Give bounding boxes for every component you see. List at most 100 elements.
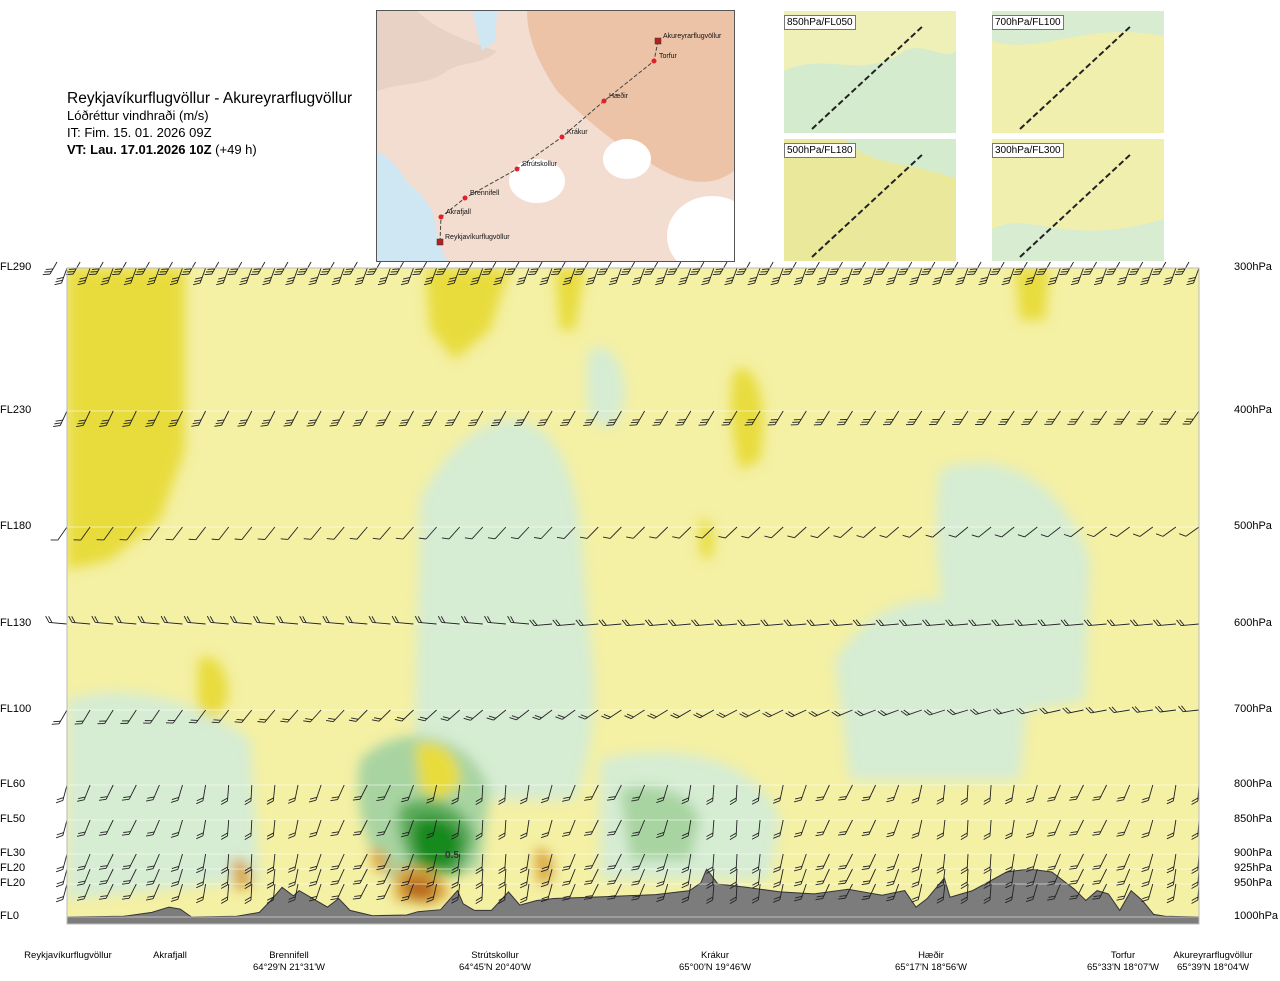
wind-barb [1182,410,1200,425]
wind-barb [655,267,669,286]
waypoint-label: Reykjavíkurflugvöllur [445,234,510,241]
wind-barb [1186,267,1200,286]
wind-barb [417,709,437,722]
wind-barb [681,883,692,904]
wind-barb [55,853,68,873]
wind-barb [978,267,992,286]
inset-300-map [992,139,1164,261]
wind-barb [237,410,253,427]
wind-barb [1117,267,1131,286]
wind-barb [475,883,484,905]
wind-barb [1014,619,1038,627]
wind-barb [839,267,853,286]
pressure-label: 950hPa [1234,877,1272,889]
route-title: Reykjavíkurflugvöllur - Akureyrarflugvöl… [67,90,353,107]
wind-barb [652,410,669,426]
wind-barb [400,784,414,803]
wind-barb [196,853,207,874]
wind-barb [121,883,137,900]
location-label: Akrafjall [105,950,235,962]
wind-barb [879,526,899,538]
wind-barb [498,868,507,889]
wind-barb [451,883,461,904]
wind-barb [597,261,612,276]
wind-barb [308,819,322,838]
wind-barb [55,784,68,804]
wind-barb [510,526,530,540]
wind-barb [77,267,91,286]
wind-barb [601,709,622,720]
wind-barb [98,784,114,801]
waypoint-marker [601,98,607,104]
wind-barb [1047,853,1061,871]
contour-region [405,876,438,900]
wind-barb [400,868,414,887]
wind-barb [624,709,645,720]
wind-barb [562,784,576,802]
wind-barb [1004,883,1015,904]
contour-region [730,368,764,470]
wind-barb [806,619,830,627]
inset-300-route [1019,152,1133,258]
wind-barb [945,619,969,627]
wind-barb [188,709,206,724]
wind-barb [352,883,368,900]
wind-barb [303,709,322,723]
flight-level-label: FL0 [0,910,19,922]
wind-barb [368,615,391,625]
wind-barb [74,709,91,725]
wind-barb [421,410,437,427]
wind-barb [519,868,530,889]
glacier-langjokull [509,159,565,203]
wind-barb [467,410,484,427]
wind-barb [262,267,276,286]
wind-barb [656,819,669,838]
wind-barb [437,615,460,625]
wind-barb [1131,706,1153,713]
wind-barb [55,883,68,903]
wind-barb [376,868,391,885]
wind-barb [220,883,230,904]
wind-barb [856,526,876,538]
wind-barb [145,819,160,837]
wind-barb [923,709,946,716]
wind-barb [330,819,345,837]
wind-barb [1166,784,1177,805]
wind-barb [1116,784,1131,802]
wind-barb [911,853,923,873]
wind-barb [234,526,253,541]
wind-barb [391,615,414,625]
wind-barb [540,819,553,839]
wind-barb [1176,619,1200,627]
wind-barb [170,819,183,838]
wind-barb [716,709,738,718]
wind-barb [737,619,761,627]
wind-barb [426,853,438,873]
wind-barb [475,853,484,875]
wind-barb [861,784,877,802]
flight-level-label: FL60 [0,778,26,790]
wind-barb [790,410,807,426]
wind-barb [50,526,68,541]
wind-barb [169,267,183,286]
waypoint-marker [559,134,565,140]
wind-barb [287,868,299,888]
wind-barb [91,615,114,625]
wind-barb [583,410,599,426]
wind-barb [77,868,91,886]
wind-barb [486,709,507,721]
wind-barb [602,526,622,539]
wind-barb [906,410,923,426]
wind-barb [121,819,137,836]
wind-barb [257,709,276,723]
wind-barb [1136,410,1154,425]
wind-barb [426,883,438,903]
waypoint-label: Hæðir [609,92,629,100]
wind-barb [598,619,622,627]
wind-barb [266,883,276,904]
location-name: Hæðir [918,950,944,961]
wind-barb [1166,883,1177,904]
wind-barb [1044,410,1061,425]
wind-barb [308,267,322,286]
wind-barb [519,784,530,805]
